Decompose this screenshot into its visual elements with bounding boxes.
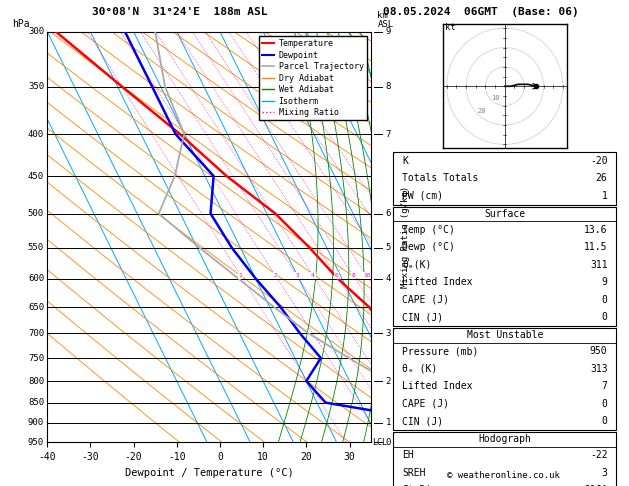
Text: 900: 900 (28, 418, 44, 428)
Text: 3: 3 (601, 468, 608, 478)
Text: 950: 950 (28, 438, 44, 447)
Text: θₑ (K): θₑ (K) (402, 364, 437, 374)
Text: 1: 1 (601, 191, 608, 201)
Text: Mixing Ratio (g/kg): Mixing Ratio (g/kg) (401, 186, 410, 288)
Text: 1: 1 (386, 418, 391, 428)
Text: 600: 600 (28, 274, 44, 283)
Text: 6: 6 (335, 273, 338, 278)
Text: 3: 3 (295, 273, 299, 278)
Text: EH: EH (402, 451, 414, 460)
Text: -22: -22 (590, 451, 608, 460)
Text: 950: 950 (590, 347, 608, 356)
Text: 313: 313 (590, 364, 608, 374)
Text: 800: 800 (28, 377, 44, 385)
Text: 2: 2 (386, 377, 391, 385)
Text: 500: 500 (28, 209, 44, 218)
Text: 0: 0 (386, 438, 391, 447)
Text: 26: 26 (596, 174, 608, 183)
Text: CIN (J): CIN (J) (402, 312, 443, 322)
Text: 30°08'N  31°24'E  188m ASL: 30°08'N 31°24'E 188m ASL (91, 7, 267, 17)
Text: 9: 9 (386, 27, 391, 36)
Text: 9: 9 (601, 278, 608, 287)
Text: 1: 1 (238, 273, 242, 278)
Text: 311: 311 (590, 260, 608, 270)
X-axis label: Dewpoint / Temperature (°C): Dewpoint / Temperature (°C) (125, 468, 294, 478)
Text: 8: 8 (386, 82, 391, 91)
Text: Lifted Index: Lifted Index (402, 382, 472, 391)
Text: 4: 4 (386, 274, 391, 283)
Text: Lifted Index: Lifted Index (402, 278, 472, 287)
Text: km
ASL: km ASL (377, 11, 394, 29)
Text: 5: 5 (386, 243, 391, 252)
Text: kt: kt (445, 23, 455, 32)
Text: 650: 650 (28, 303, 44, 312)
Legend: Temperature, Dewpoint, Parcel Trajectory, Dry Adiabat, Wet Adiabat, Isotherm, Mi: Temperature, Dewpoint, Parcel Trajectory… (259, 36, 367, 121)
Text: K: K (402, 156, 408, 166)
Text: 300: 300 (28, 27, 44, 36)
Text: 11.5: 11.5 (584, 243, 608, 252)
Text: 0: 0 (601, 417, 608, 426)
Text: 10: 10 (491, 95, 499, 101)
Text: 6: 6 (386, 209, 391, 218)
Text: 350: 350 (28, 82, 44, 91)
Text: 0: 0 (601, 295, 608, 305)
Text: 4: 4 (311, 273, 315, 278)
Text: 0: 0 (601, 312, 608, 322)
Text: Most Unstable: Most Unstable (467, 330, 543, 340)
Text: 20: 20 (477, 108, 486, 114)
Text: Totals Totals: Totals Totals (402, 174, 479, 183)
Text: 0: 0 (601, 399, 608, 409)
Text: 450: 450 (28, 172, 44, 180)
Text: 08.05.2024  06GMT  (Base: 06): 08.05.2024 06GMT (Base: 06) (383, 7, 579, 17)
Text: -20: -20 (590, 156, 608, 166)
Text: 7: 7 (601, 382, 608, 391)
Text: Pressure (mb): Pressure (mb) (402, 347, 479, 356)
Text: CIN (J): CIN (J) (402, 417, 443, 426)
Text: CAPE (J): CAPE (J) (402, 399, 449, 409)
Text: θₑ(K): θₑ(K) (402, 260, 431, 270)
Text: SREH: SREH (402, 468, 426, 478)
Text: 400: 400 (28, 130, 44, 139)
Text: Temp (°C): Temp (°C) (402, 225, 455, 235)
Text: PW (cm): PW (cm) (402, 191, 443, 201)
Text: 8: 8 (352, 273, 355, 278)
Text: Surface: Surface (484, 209, 525, 219)
Text: 3: 3 (386, 329, 391, 338)
Text: 7: 7 (386, 130, 391, 139)
Text: 700: 700 (28, 329, 44, 338)
Text: © weatheronline.co.uk: © weatheronline.co.uk (447, 471, 560, 480)
Text: Hodograph: Hodograph (478, 434, 532, 444)
Text: Dewp (°C): Dewp (°C) (402, 243, 455, 252)
Text: LCL: LCL (372, 438, 387, 447)
Text: 13.6: 13.6 (584, 225, 608, 235)
Text: 10: 10 (363, 273, 370, 278)
Text: CAPE (J): CAPE (J) (402, 295, 449, 305)
Text: hPa: hPa (13, 19, 30, 29)
Text: 550: 550 (28, 243, 44, 252)
Text: 2: 2 (274, 273, 277, 278)
Text: 850: 850 (28, 398, 44, 407)
Text: 750: 750 (28, 353, 44, 363)
